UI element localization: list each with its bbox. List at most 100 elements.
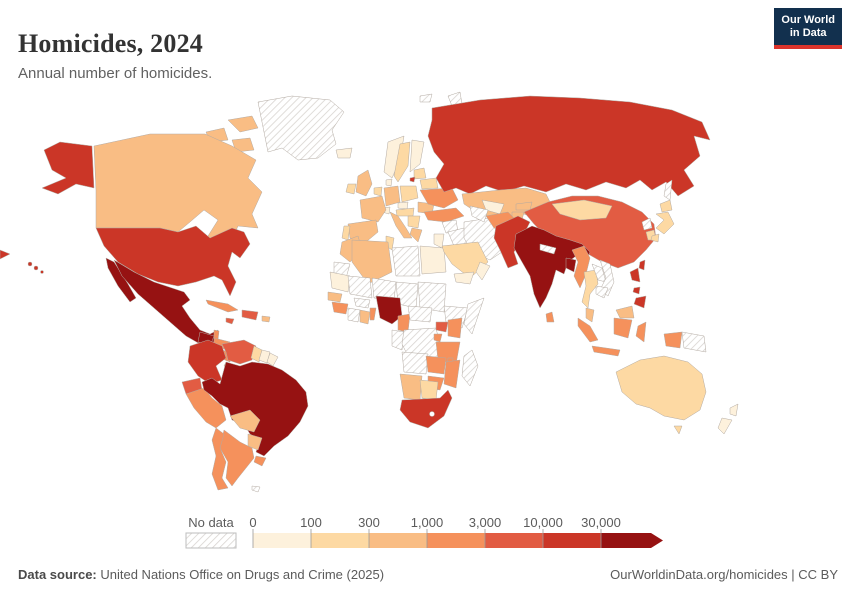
country-czechia[interactable]: [397, 201, 409, 210]
country-philippines-visayas[interactable]: [632, 286, 641, 295]
country-thailand[interactable]: [581, 269, 599, 309]
country-indonesia-kalimantan[interactable]: [613, 317, 633, 339]
country-uganda[interactable]: [435, 321, 449, 333]
country-central-african-republic[interactable]: [407, 305, 433, 323]
map-edge-fragment[interactable]: [0, 249, 11, 260]
country-spain[interactable]: [347, 219, 379, 243]
country-hawaii-3[interactable]: [40, 270, 44, 274]
country-mongolia[interactable]: [551, 199, 613, 221]
country-benelux[interactable]: [373, 186, 383, 197]
country-united-states[interactable]: [95, 225, 251, 297]
country-australia[interactable]: [615, 355, 707, 421]
country-alaska[interactable]: [41, 141, 95, 195]
country-finland[interactable]: [409, 139, 425, 173]
country-papua-new-guinea[interactable]: [681, 331, 707, 353]
country-tasmania[interactable]: [673, 425, 683, 435]
country-indonesia-papua[interactable]: [663, 331, 683, 349]
country-kenya[interactable]: [447, 317, 463, 339]
country-ivory-coast[interactable]: [347, 307, 361, 323]
country-colombia[interactable]: [187, 339, 227, 385]
country-greenland[interactable]: [257, 95, 345, 161]
country-denmark[interactable]: [385, 178, 393, 187]
country-belarus[interactable]: [419, 177, 439, 190]
country-gabon-congo[interactable]: [391, 329, 405, 351]
country-greece[interactable]: [409, 227, 423, 243]
country-pakistan[interactable]: [493, 215, 531, 269]
owid-logo[interactable]: Our World in Data: [774, 8, 842, 50]
legend-segment-3000-10000[interactable]: [485, 533, 543, 548]
country-libya[interactable]: [391, 245, 421, 277]
country-malaysia-borneo[interactable]: [615, 305, 635, 319]
country-hispaniola[interactable]: [241, 309, 259, 321]
country-sri-lanka[interactable]: [545, 311, 555, 323]
country-chile[interactable]: [211, 427, 229, 491]
country-bolivia[interactable]: [229, 409, 261, 433]
country-hawaii-2[interactable]: [33, 265, 39, 271]
country-mauritania[interactable]: [329, 271, 351, 293]
country-united-kingdom[interactable]: [355, 169, 373, 197]
country-jamaica[interactable]: [225, 317, 235, 325]
country-sudan[interactable]: [417, 281, 447, 313]
country-paraguay[interactable]: [247, 433, 263, 451]
country-benin-togo[interactable]: [369, 307, 377, 321]
country-israel-jordan[interactable]: [433, 233, 445, 249]
country-germany[interactable]: [383, 185, 401, 207]
country-indonesia-sumatra[interactable]: [577, 317, 599, 343]
country-poland[interactable]: [399, 185, 419, 203]
country-yemen[interactable]: [453, 271, 475, 285]
country-senegal[interactable]: [327, 291, 343, 303]
country-ireland[interactable]: [345, 183, 357, 195]
country-japan-hokkaido[interactable]: [659, 199, 673, 213]
country-burkina-faso[interactable]: [353, 297, 371, 309]
country-angola[interactable]: [401, 351, 429, 375]
country-italy[interactable]: [389, 211, 413, 239]
country-lesotho[interactable]: [429, 411, 435, 417]
country-malaysia[interactable]: [585, 307, 595, 323]
country-philippines-luzon[interactable]: [629, 267, 641, 283]
country-indonesia-java[interactable]: [591, 345, 621, 357]
country-new-zealand-south[interactable]: [717, 417, 733, 435]
country-namibia[interactable]: [399, 373, 423, 401]
legend-segment-300-1000[interactable]: [369, 533, 427, 548]
country-guinea[interactable]: [331, 301, 349, 315]
country-philippines-mindanao[interactable]: [633, 295, 647, 309]
country-oman[interactable]: [475, 261, 491, 281]
country-russia[interactable]: [427, 95, 711, 197]
country-mexico[interactable]: [113, 259, 219, 345]
owid-link[interactable]: OurWorldinData.org/homicides | CC BY: [610, 567, 838, 582]
country-kaliningrad[interactable]: [409, 176, 416, 183]
country-cuba[interactable]: [205, 299, 239, 313]
legend-no-data-swatch[interactable]: [185, 532, 237, 549]
country-argentina[interactable]: [219, 429, 255, 487]
country-sweden[interactable]: [393, 141, 411, 183]
country-portugal[interactable]: [341, 225, 351, 241]
country-new-zealand-north[interactable]: [729, 403, 739, 417]
country-japan-honshu[interactable]: [655, 211, 675, 235]
country-south-africa[interactable]: [399, 389, 453, 429]
country-cambodia[interactable]: [595, 285, 609, 299]
country-uruguay[interactable]: [253, 455, 267, 467]
country-baltics[interactable]: [413, 167, 427, 180]
country-guyana[interactable]: [250, 345, 263, 363]
country-suriname[interactable]: [258, 349, 271, 364]
country-canada-arctic-1[interactable]: [227, 115, 259, 133]
country-brazil[interactable]: [201, 361, 309, 457]
country-nigeria[interactable]: [375, 295, 403, 325]
country-balkans[interactable]: [407, 215, 421, 229]
legend-segment-30000-plus-arrow[interactable]: [601, 533, 663, 548]
country-austria-hungary[interactable]: [395, 207, 415, 217]
country-france[interactable]: [359, 195, 387, 223]
country-myanmar[interactable]: [571, 245, 591, 289]
country-puerto-rico[interactable]: [261, 315, 271, 323]
legend-segment-1000-3000[interactable]: [427, 533, 485, 548]
country-ghana[interactable]: [359, 309, 371, 325]
country-madagascar[interactable]: [461, 349, 479, 387]
country-somalia[interactable]: [463, 297, 485, 335]
country-svalbard[interactable]: [419, 93, 433, 103]
legend-segment-10000-30000[interactable]: [543, 533, 601, 548]
country-mexico-baja[interactable]: [105, 257, 137, 303]
country-egypt[interactable]: [419, 245, 447, 275]
country-iceland[interactable]: [335, 147, 353, 159]
legend-segment-100-300[interactable]: [311, 533, 369, 548]
country-japan-kyushu[interactable]: [650, 233, 660, 243]
